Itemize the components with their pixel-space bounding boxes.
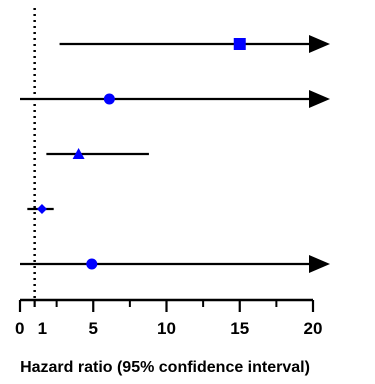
x-axis-title: Hazard ratio (95% confidence interval)	[20, 359, 310, 376]
forest-row	[46, 148, 149, 159]
x-tick-label: 20	[304, 319, 323, 338]
x-tick-label: 10	[157, 319, 176, 338]
point-estimate-triangle	[72, 148, 85, 159]
x-tick-label: 1	[38, 319, 47, 338]
point-estimate-circle	[103, 93, 115, 105]
forest-row	[59, 35, 330, 53]
x-tick-label: 5	[89, 319, 98, 338]
rows-layer	[20, 35, 330, 273]
x-tick-label: 0	[15, 319, 24, 338]
forest-row	[20, 90, 330, 108]
point-estimate-diamond	[36, 204, 47, 214]
ci-arrow-head	[309, 35, 330, 53]
forest-row	[20, 255, 330, 273]
ci-arrow-head	[309, 255, 330, 273]
point-estimate-square	[233, 38, 246, 50]
point-estimate-circle	[86, 258, 98, 270]
forest-row	[27, 204, 54, 214]
x-tick-label: 15	[230, 319, 249, 338]
ci-arrow-head	[309, 90, 330, 108]
x-axis: 0 1 5 10 15 20	[15, 298, 323, 338]
